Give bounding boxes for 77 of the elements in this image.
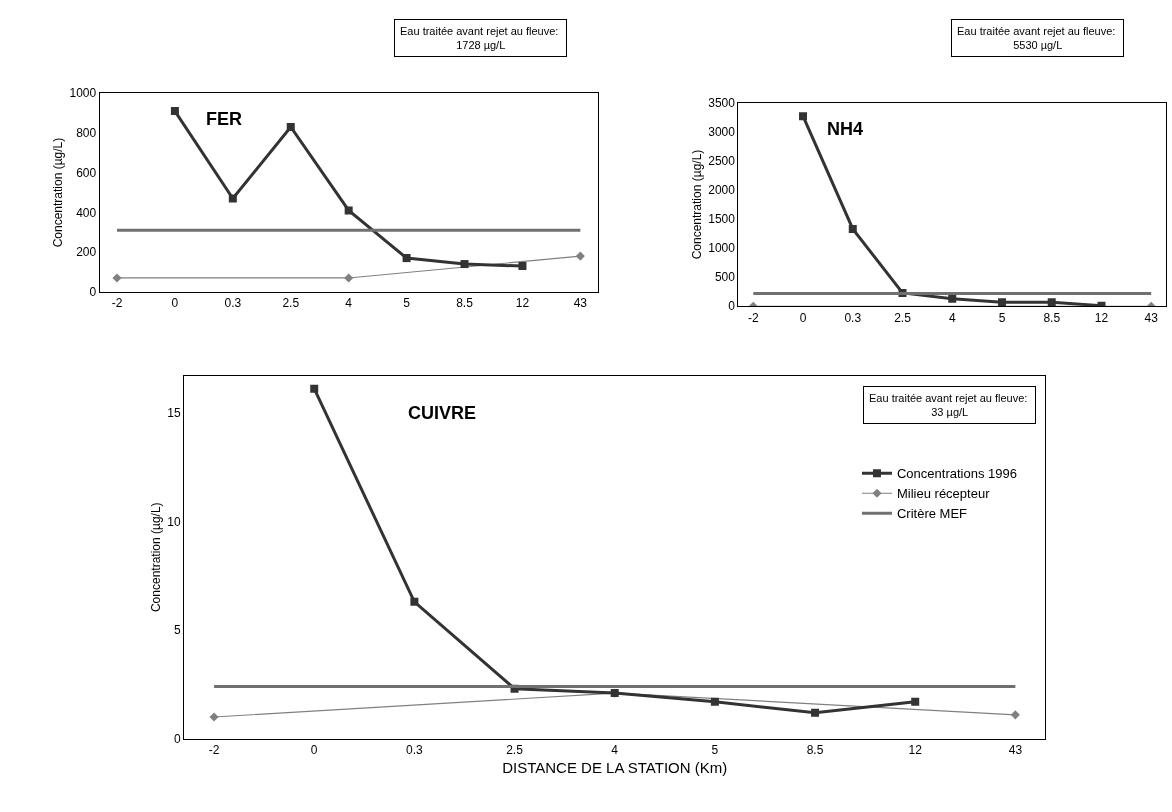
point bbox=[811, 708, 820, 717]
text: CUIVRE bbox=[408, 403, 477, 423]
x-tick-label: 5 bbox=[403, 296, 411, 311]
y-tick-label: 1000 bbox=[708, 241, 736, 256]
x-tick-label: 2.5 bbox=[894, 310, 912, 325]
point bbox=[948, 294, 957, 303]
point bbox=[228, 194, 237, 203]
x-tick-label: 12 bbox=[908, 743, 923, 758]
legend-label: Concentrations 1996 bbox=[896, 466, 1017, 482]
x-tick-label: 4 bbox=[611, 743, 619, 758]
x-tick-label: -2 bbox=[111, 296, 123, 311]
x-tick-label: 2.5 bbox=[506, 743, 524, 758]
x-tick-label: 0.3 bbox=[406, 743, 424, 758]
y-tick-label: 15 bbox=[167, 405, 181, 420]
text: FER bbox=[206, 109, 242, 129]
x-tick-label: -2 bbox=[208, 743, 220, 758]
y-tick-label: 1000 bbox=[69, 86, 97, 101]
legend-label: Milieu récepteur bbox=[896, 486, 991, 502]
x-tick-label: 4 bbox=[948, 310, 956, 325]
point bbox=[112, 273, 122, 283]
x-tick-label: 2.5 bbox=[282, 296, 300, 311]
y-tick-label: 2000 bbox=[708, 183, 736, 198]
point bbox=[170, 107, 179, 116]
point bbox=[209, 712, 219, 722]
point bbox=[848, 224, 857, 233]
text: Eau traitée avant rejet au fleuve: 1728 µg/L bbox=[400, 25, 562, 52]
point bbox=[410, 597, 419, 606]
x-tick-label: 43 bbox=[1008, 743, 1023, 758]
y-tick-label: 0 bbox=[89, 285, 97, 300]
y-tick-label: 200 bbox=[76, 245, 97, 260]
point bbox=[518, 262, 527, 271]
x-tick-label: -2 bbox=[747, 310, 759, 325]
y-tick-label: 0 bbox=[173, 731, 181, 746]
point bbox=[310, 384, 319, 393]
text: NH4 bbox=[827, 119, 864, 139]
x-tick-label: 43 bbox=[573, 296, 588, 311]
y-tick-label: 400 bbox=[76, 205, 97, 220]
annotation: Eau traitée avant rejet au fleuve: 33 µg/L bbox=[869, 392, 1031, 419]
x-tick-label: 5 bbox=[998, 310, 1006, 325]
point bbox=[402, 254, 411, 263]
point bbox=[799, 112, 808, 121]
point bbox=[997, 298, 1006, 307]
x-axis-title: DISTANCE DE LA STATION (Km) bbox=[502, 759, 728, 777]
y-tick-label: 5 bbox=[173, 623, 181, 638]
x-tick-label: 12 bbox=[515, 296, 530, 311]
x-tick-label: 4 bbox=[345, 296, 353, 311]
x-tick-label: 0 bbox=[310, 743, 318, 758]
x-tick-label: 8.5 bbox=[456, 296, 474, 311]
text: Eau traitée avant rejet au fleuve: 5530 µg/L bbox=[957, 25, 1119, 52]
y-tick-label: 600 bbox=[76, 165, 97, 180]
point bbox=[344, 206, 353, 215]
point bbox=[344, 273, 354, 283]
point bbox=[710, 697, 719, 706]
y-tick-label: 3500 bbox=[708, 95, 736, 110]
y-tick-label: 10 bbox=[167, 514, 181, 529]
y-axis-title: Concentration (µg/L) bbox=[50, 137, 65, 248]
point bbox=[1047, 298, 1056, 307]
x-tick-label: 0 bbox=[799, 310, 807, 325]
y-axis-title: Concentration (µg/L) bbox=[689, 149, 704, 260]
y-tick-label: 800 bbox=[76, 126, 97, 141]
point bbox=[460, 260, 469, 269]
y-tick-label: 1500 bbox=[708, 212, 736, 227]
x-tick-label: 0.3 bbox=[224, 296, 242, 311]
x-tick-label: 43 bbox=[1144, 310, 1159, 325]
x-tick-label: 0.3 bbox=[844, 310, 862, 325]
y-tick-label: 500 bbox=[714, 270, 736, 285]
x-tick-label: 8.5 bbox=[1043, 310, 1061, 325]
point bbox=[575, 251, 585, 261]
x-tick-label: 8.5 bbox=[806, 743, 824, 758]
point bbox=[286, 122, 295, 131]
y-tick-label: 2500 bbox=[708, 154, 736, 169]
y-tick-label: 3000 bbox=[708, 125, 736, 140]
x-tick-label: 12 bbox=[1094, 310, 1109, 325]
legend-label: Critère MEF bbox=[896, 506, 968, 522]
point bbox=[911, 697, 920, 706]
y-axis-title: Concentration (µg/L) bbox=[148, 502, 163, 613]
point bbox=[1010, 710, 1020, 720]
